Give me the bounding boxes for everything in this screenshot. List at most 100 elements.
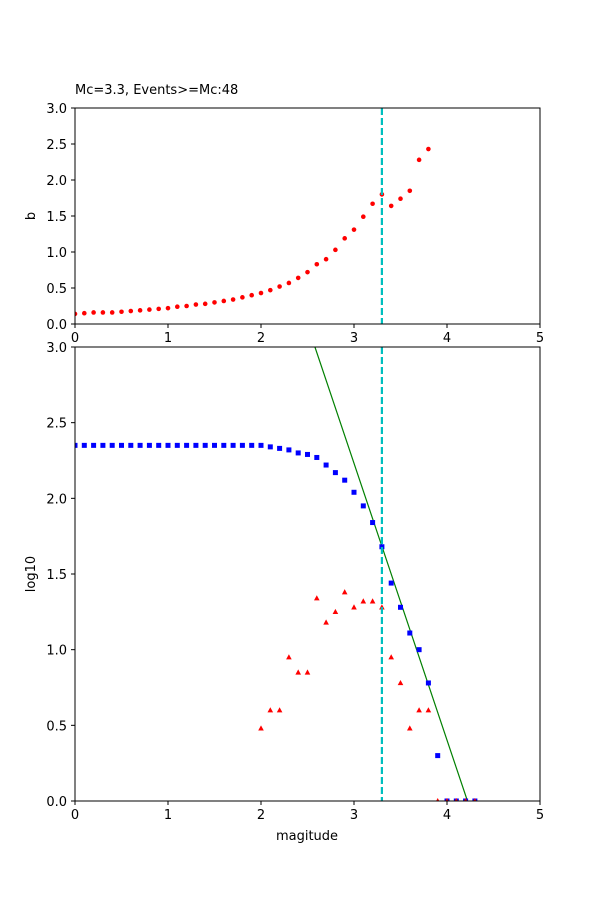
cumulative-count-point: [332, 470, 338, 476]
b-value-point: [156, 306, 161, 312]
noncumulative-count-point: [341, 589, 348, 595]
cumulative-count-point: [249, 442, 255, 448]
bottom-xtick-label: 4: [443, 808, 451, 823]
b-value-point: [305, 269, 310, 275]
cumulative-count-point: [435, 753, 441, 759]
b-value-point: [249, 292, 254, 298]
cumulative-count-point: [156, 442, 162, 448]
b-value-point: [240, 295, 245, 300]
cumulative-count-point: [351, 489, 357, 495]
noncumulative-count-point: [323, 619, 329, 625]
noncumulative-count-point: [425, 707, 432, 713]
top-ytick-label: 1.0: [46, 246, 67, 261]
noncumulative-count-point: [407, 725, 413, 731]
cumulative-count-point: [398, 604, 403, 610]
b-value-point: [323, 256, 329, 262]
cumulative-count-point: [370, 520, 376, 526]
cumulative-count-point: [212, 442, 217, 448]
noncumulative-count-point: [332, 608, 339, 615]
b-value-point: [361, 214, 366, 220]
cumulative-count-point: [193, 442, 199, 448]
b-value-point: [100, 310, 106, 315]
cumulative-count-point: [100, 442, 106, 448]
top-xtick-label: 5: [536, 331, 544, 346]
noncumulative-count-point: [276, 707, 283, 713]
b-value-point: [75, 311, 78, 317]
b-value-point: [398, 196, 403, 202]
cumulative-count-point: [174, 442, 180, 448]
bottom-panel-frame: [74, 346, 541, 802]
b-value-point: [258, 290, 264, 296]
noncumulative-count-point: [445, 798, 449, 801]
noncumulative-count-point: [360, 598, 367, 604]
top-ytick-label: 0.0: [46, 318, 67, 333]
cumulative-count-point: [425, 680, 431, 686]
cumulative-count-point: [230, 442, 236, 448]
b-value-point: [342, 236, 348, 241]
noncumulative-count-point: [267, 707, 274, 713]
bottom-ytick-label: 0.5: [46, 719, 67, 734]
cumulative-count-point: [314, 454, 320, 460]
cumulative-count-point: [239, 442, 245, 448]
noncumulative-count-point: [379, 604, 385, 610]
top-panel-frame: [74, 107, 541, 325]
bottom-xtick-label: 1: [164, 808, 172, 823]
bottom-ytick-label: 1.0: [46, 644, 67, 659]
fit-line: [314, 347, 469, 801]
noncumulative-count-point: [258, 725, 264, 731]
cumulative-count-point: [221, 442, 227, 448]
bottom-xtick-label: 0: [71, 808, 79, 823]
b-value-point: [175, 304, 180, 310]
b-value-point: [388, 203, 394, 209]
bottom-ytick-label: 2.5: [46, 417, 67, 432]
noncumulative-count-point: [473, 798, 477, 801]
b-value-point: [426, 146, 431, 152]
noncumulative-count-point: [304, 669, 311, 675]
b-value-point: [193, 302, 199, 307]
b-value-point: [119, 309, 124, 315]
b-value-point: [202, 301, 208, 307]
noncumulative-count-point: [369, 598, 376, 604]
b-value-point: [277, 284, 282, 289]
b-value-point: [82, 310, 87, 316]
b-value-point: [268, 287, 273, 293]
b-value-point: [184, 303, 189, 309]
bottom-xtick-label: 3: [350, 808, 358, 823]
b-value-point: [333, 247, 338, 253]
noncumulative-count-point: [397, 679, 404, 686]
noncumulative-count-point: [463, 798, 468, 801]
cumulative-count-point: [146, 442, 152, 448]
cumulative-count-point: [202, 442, 208, 448]
cumulative-count-point: [342, 477, 348, 483]
cumulative-count-point: [91, 442, 97, 448]
bottom-ytick-label: 2.0: [46, 492, 67, 507]
b-value-point: [212, 300, 217, 305]
b-value-point: [147, 307, 152, 312]
noncumulative-count-point: [351, 604, 357, 610]
cumulative-count-point: [295, 450, 301, 456]
noncumulative-count-point: [286, 654, 292, 660]
cumulative-count-point: [407, 630, 413, 636]
cumulative-count-point: [416, 647, 422, 653]
bottom-ytick-label: 0.0: [46, 795, 67, 810]
frequency-magnitude-panel: magitude log10 0 1 2 3 4 5 0.0 0.5 1.0 1.5 2.0 2.5 3…: [24, 341, 544, 844]
cumulative-count-point: [277, 445, 283, 451]
cumulative-count-point: [305, 451, 310, 457]
b-value-point: [351, 227, 357, 232]
cumulative-count-point: [119, 442, 124, 448]
cumulative-count-point: [165, 442, 171, 448]
cumulative-count-point: [75, 442, 78, 448]
cumulative-count-point: [184, 442, 190, 448]
noncumulative-count-point: [454, 798, 458, 801]
top-ytick-label: 2.0: [46, 174, 67, 189]
cumulative-count-point: [286, 447, 292, 453]
b-value-point: [370, 201, 375, 207]
bottom-panel-xlabel: magitude: [276, 829, 338, 844]
top-ytick-label: 0.5: [46, 282, 67, 297]
top-ytick-label: 1.5: [46, 210, 67, 225]
top-xtick-label: 3: [350, 331, 358, 346]
noncumulative-count-point: [314, 595, 320, 601]
b-value-point: [407, 188, 413, 194]
b-value-point: [91, 310, 96, 315]
bottom-panel-ylabel: log10: [24, 556, 39, 592]
